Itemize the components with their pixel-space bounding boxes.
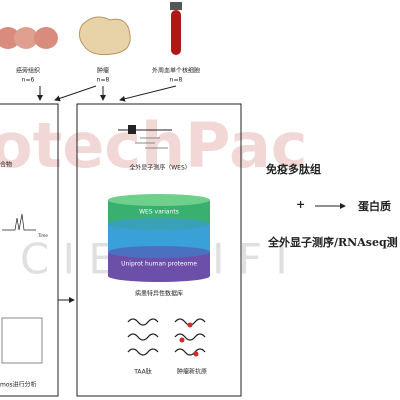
sample-n: n=8	[170, 77, 183, 84]
analysis-label: mos进行分析	[0, 381, 37, 389]
peptides	[127, 318, 206, 356]
sample-n: n=6	[22, 77, 35, 84]
right-label: 全外显子测序/RNAseq测	[267, 235, 398, 249]
layer-label: Uniprot human proteome	[121, 261, 197, 268]
middle-box	[76, 103, 242, 397]
sample-label: 外周血单个核细胞	[152, 67, 200, 75]
plus: +	[296, 198, 305, 211]
wes-label: 全外显子测序（WES）	[129, 164, 191, 172]
database-cylinder	[108, 194, 210, 282]
database-label: 病患特异性数据库	[135, 290, 183, 298]
output-label: TAA肽	[133, 368, 152, 376]
sample-n: n=8	[97, 77, 110, 84]
sample-label: 癌旁组织	[16, 67, 40, 75]
chromatogram	[2, 213, 36, 231]
right-label: 蛋白质	[358, 199, 391, 213]
tissue-slices	[0, 27, 58, 49]
output-label: 肿瘤新抗原	[177, 368, 207, 376]
watermark-brand: otechPac	[0, 109, 308, 182]
mutations	[179, 322, 199, 357]
reads	[135, 137, 168, 149]
sample-label: 肿瘤	[97, 67, 109, 75]
left-box	[0, 103, 59, 397]
gene	[128, 125, 136, 134]
axis-label: Time	[37, 233, 48, 238]
blood-tube	[170, 2, 182, 55]
compound-label: 合物	[0, 161, 12, 169]
arrows	[37, 85, 346, 303]
layer-label: WES variants	[139, 209, 179, 216]
right-label: 免疫多肽组	[266, 162, 321, 176]
instrument	[1, 317, 43, 364]
tumor-image	[78, 16, 131, 56]
